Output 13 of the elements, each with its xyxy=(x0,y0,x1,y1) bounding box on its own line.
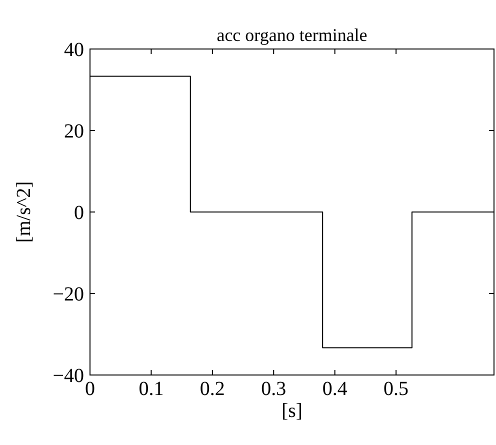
y-tick-label: −40 xyxy=(52,365,84,387)
chart-title: acc organo terminale xyxy=(216,25,368,45)
x-tick-label: 0.3 xyxy=(261,378,286,400)
y-tick-label: 40 xyxy=(64,39,84,61)
x-tick-label: 0.2 xyxy=(200,378,225,400)
x-axis-title: [s] xyxy=(281,400,303,422)
x-tick-label: 0.1 xyxy=(138,378,164,400)
y-tick-label: 20 xyxy=(64,120,84,142)
y-tick-label: −20 xyxy=(52,284,84,306)
x-tick-label: 0.4 xyxy=(322,378,348,400)
y-tick-label: 0 xyxy=(74,202,84,224)
y-axis-title: [m/s^2] xyxy=(13,181,35,243)
x-tick-label: 0.5 xyxy=(384,378,409,400)
